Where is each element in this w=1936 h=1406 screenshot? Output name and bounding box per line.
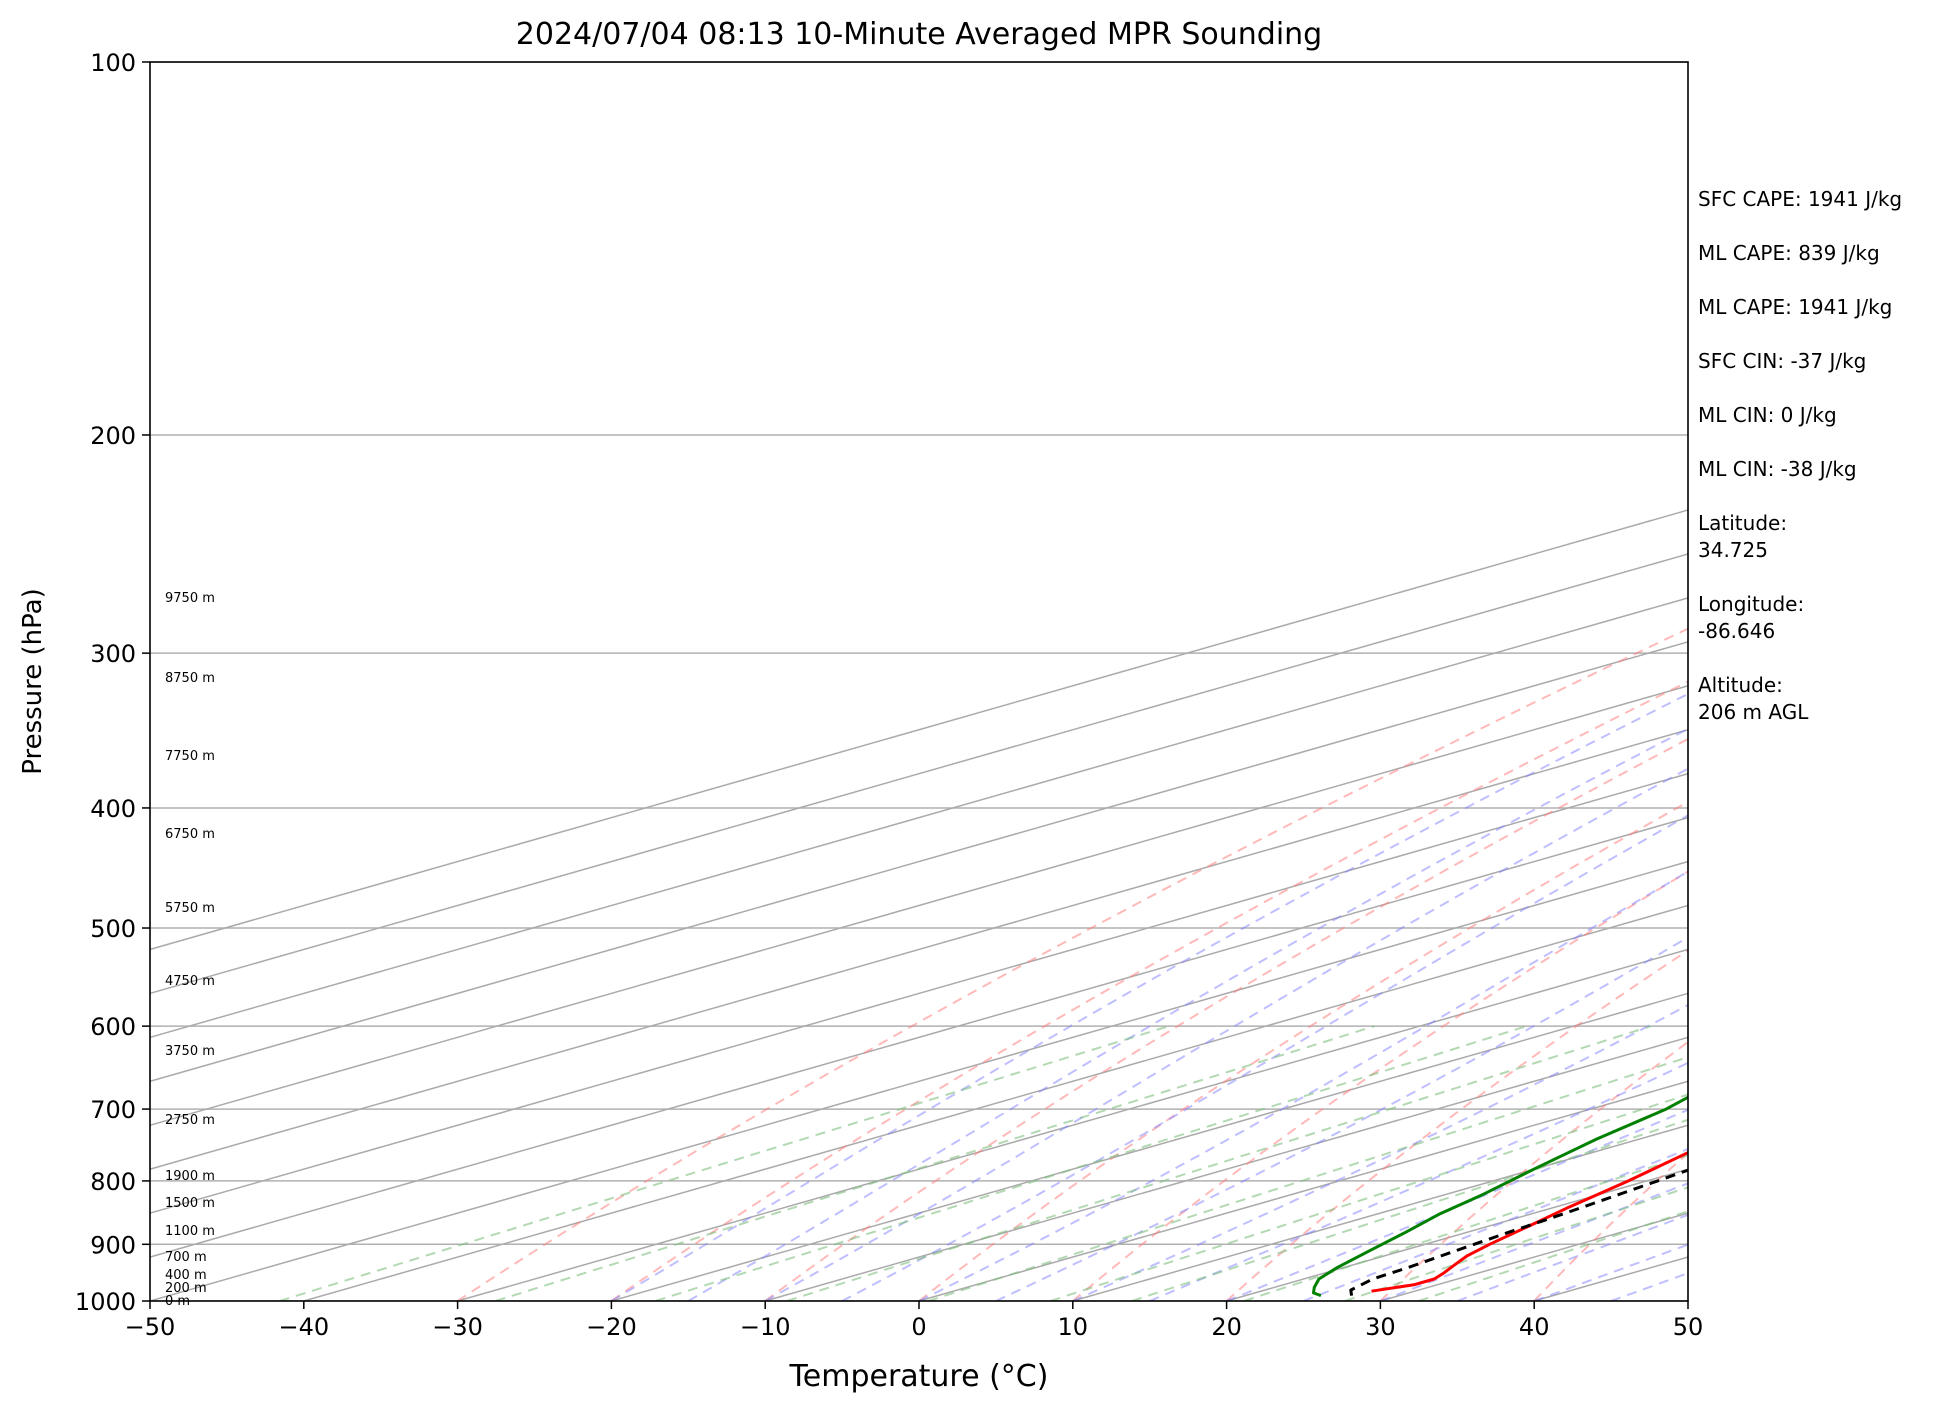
moist-adiabat-line xyxy=(918,870,1688,1301)
y-axis-label: Pressure (hPa) xyxy=(18,588,48,775)
isotherm-line xyxy=(918,1080,1688,1301)
reference-lines xyxy=(150,62,1688,1301)
x-tick-label: 30 xyxy=(1365,1313,1396,1341)
mixing-ratio-line xyxy=(279,1025,1170,1301)
isotherm-line xyxy=(150,685,1688,1127)
y-tick-label: 600 xyxy=(90,1013,136,1041)
x-tick-label: −10 xyxy=(740,1313,791,1341)
isotherm-line xyxy=(303,904,1688,1301)
height-label: 0 m xyxy=(165,1294,190,1309)
height-label: 1900 m xyxy=(165,1169,215,1184)
mixing-ratio-line xyxy=(786,1025,1652,1301)
mixing-ratio-line xyxy=(1243,1154,1688,1301)
dry-adiabat-line xyxy=(457,627,1688,1301)
sounding-profiles xyxy=(1312,1095,1688,1298)
y-tick-label: 200 xyxy=(90,422,136,450)
moist-adiabat-line xyxy=(1149,1061,1688,1301)
dry-adiabat-line xyxy=(1379,1040,1688,1301)
x-tick-label: −20 xyxy=(586,1313,637,1341)
height-label: 200 m xyxy=(165,1281,207,1296)
dry-adiabat-line xyxy=(764,737,1688,1301)
sounding-parameter: ML CAPE: 839 J/kg xyxy=(1698,241,1880,265)
sounding-parameter: SFC CAPE: 1941 J/kg xyxy=(1698,187,1903,211)
sounding-parameter: ML CIN: 0 J/kg xyxy=(1698,403,1837,427)
moist-adiabat-line xyxy=(1072,1003,1688,1301)
x-tick-label: 40 xyxy=(1519,1313,1550,1341)
height-label: 1100 m xyxy=(165,1224,215,1239)
mixing-ratio-line xyxy=(1050,1093,1688,1301)
x-axis-label: Temperature (°C) xyxy=(789,1359,1049,1394)
temperature-profile xyxy=(1371,1150,1688,1293)
isotherm-line xyxy=(457,948,1688,1301)
dry-adiabat-line xyxy=(918,800,1688,1301)
sounding-parameter: ML CAPE: 1941 J/kg xyxy=(1698,295,1893,319)
height-label: 700 m xyxy=(165,1250,207,1265)
height-label: 8750 m xyxy=(165,671,215,686)
y-tick-label: 400 xyxy=(90,795,136,823)
isotherm-line xyxy=(150,509,1688,951)
dry-adiabat-line xyxy=(1225,949,1688,1301)
x-tick-label: −40 xyxy=(278,1313,329,1341)
moist-adiabat-line xyxy=(841,814,1688,1301)
y-tick-label: 900 xyxy=(90,1231,136,1259)
isotherm-line xyxy=(150,597,1688,1039)
sounding-parameter: Latitude: 34.725 xyxy=(1698,511,1788,562)
x-tick-label: 20 xyxy=(1211,1313,1242,1341)
y-tick-label: 300 xyxy=(90,640,136,668)
moist-adiabat-line xyxy=(995,936,1688,1301)
x-tick-label: −30 xyxy=(432,1313,483,1341)
height-label: 1500 m xyxy=(165,1196,215,1211)
isotherm-line xyxy=(764,1036,1688,1301)
moist-adiabat-line xyxy=(764,767,1688,1301)
sounding-parameters-panel: SFC CAPE: 1941 J/kg ML CAPE: 839 J/kg ML C… xyxy=(1698,186,1928,753)
moist-adiabat-line xyxy=(1303,1147,1688,1301)
height-label: 4750 m xyxy=(165,974,215,989)
x-tick-label: 10 xyxy=(1058,1313,1089,1341)
sounding-parameter: Longitude: -86.646 xyxy=(1698,592,1805,643)
isotherm-line xyxy=(150,728,1688,1170)
height-label: 9750 m xyxy=(165,591,215,606)
mixing-ratio-line xyxy=(1131,1118,1688,1301)
moist-adiabat-line xyxy=(610,692,1688,1301)
sounding-parameter: SFC CIN: -37 J/kg xyxy=(1698,349,1867,373)
x-tick-label: 50 xyxy=(1673,1313,1704,1341)
isotherm-line xyxy=(150,553,1688,995)
dry-adiabat-line xyxy=(610,680,1688,1301)
mixing-ratio-line xyxy=(928,1056,1688,1301)
dry-adiabat-line xyxy=(1533,1151,1688,1301)
isotherm-line xyxy=(150,772,1688,1214)
isotherm-line xyxy=(150,860,1688,1301)
isotherm-line xyxy=(611,992,1688,1301)
y-tick-label: 500 xyxy=(90,915,136,943)
isotherm-line xyxy=(150,641,1688,1083)
x-tick-label: −50 xyxy=(125,1313,176,1341)
y-tick-label: 1000 xyxy=(75,1288,136,1316)
moist-adiabat-line xyxy=(687,727,1688,1301)
y-tick-label: 100 xyxy=(90,49,136,77)
sounding-parameter: ML CIN: -38 J/kg xyxy=(1698,457,1857,481)
height-label: 2750 m xyxy=(165,1113,215,1128)
chart-title: 2024/07/04 08:13 10-Minute Averaged MPR … xyxy=(516,17,1322,52)
height-label: 6750 m xyxy=(165,827,215,842)
height-label: 7750 m xyxy=(165,749,215,764)
x-tick-label: 0 xyxy=(911,1313,926,1341)
y-tick-label: 800 xyxy=(90,1168,136,1196)
height-label: 400 m xyxy=(165,1268,207,1283)
height-label: 5750 m xyxy=(165,901,215,916)
mixing-ratio-line xyxy=(495,1025,1375,1301)
sounding-parameter: Altitude: 206 m AGL xyxy=(1698,673,1809,724)
dry-adiabat-line xyxy=(1072,870,1688,1301)
y-tick-label: 700 xyxy=(90,1096,136,1124)
mixing-ratio-line xyxy=(655,1025,1527,1301)
height-label: 3750 m xyxy=(165,1044,215,1059)
dewpoint-profile xyxy=(1312,1095,1688,1298)
isotherm-line xyxy=(150,816,1688,1258)
